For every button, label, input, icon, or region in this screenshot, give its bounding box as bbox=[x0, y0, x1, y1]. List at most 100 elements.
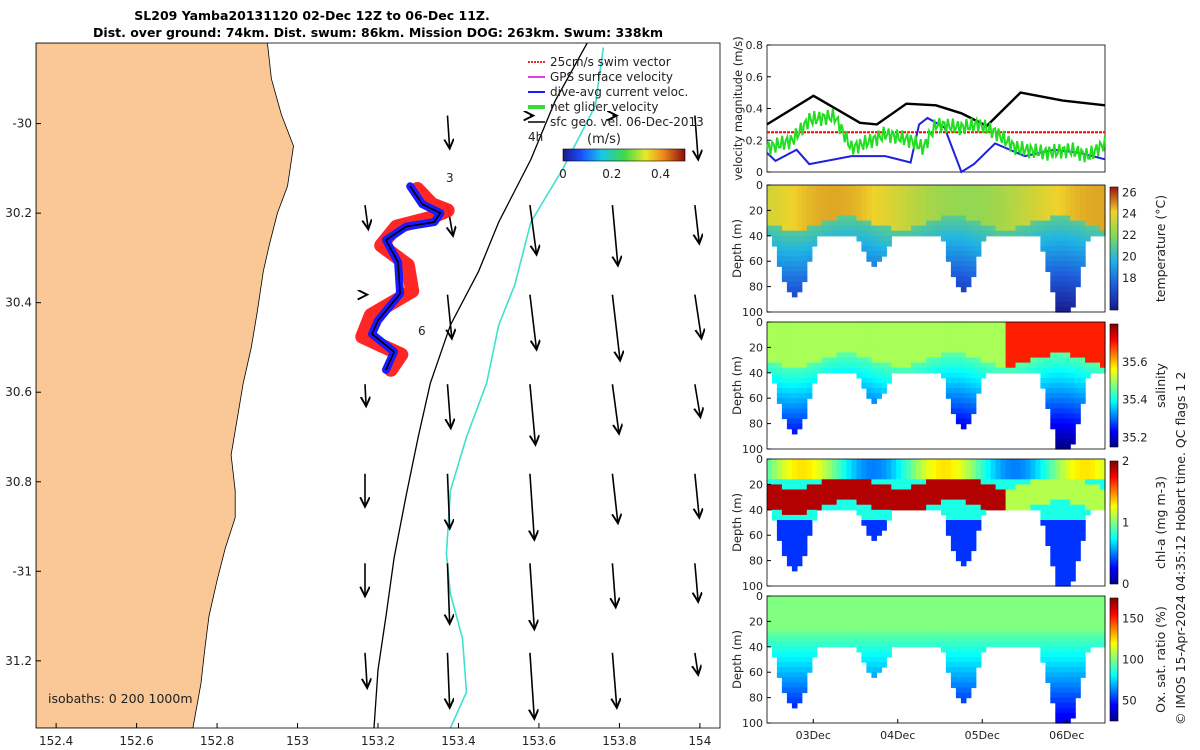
salinity-cell bbox=[906, 367, 912, 374]
temperature-cell bbox=[945, 240, 952, 247]
temperature-cell bbox=[881, 235, 887, 242]
temperature-cell bbox=[985, 230, 992, 237]
chla-cell bbox=[836, 504, 843, 511]
temperature-cell bbox=[876, 240, 882, 247]
temperature-cell bbox=[955, 281, 962, 288]
oxygen-cell bbox=[1055, 702, 1061, 709]
oxygen-cell bbox=[1010, 636, 1017, 643]
salinity-cell bbox=[1055, 342, 1061, 348]
chla-cell bbox=[786, 545, 793, 552]
salinity-cell bbox=[781, 383, 788, 389]
chla-cell bbox=[931, 474, 937, 480]
salinity-cell bbox=[1075, 403, 1081, 409]
chla-cell bbox=[916, 464, 922, 470]
oxygen-cell bbox=[796, 657, 803, 663]
salinity-cell bbox=[816, 342, 823, 348]
salinity-cell bbox=[1065, 423, 1071, 430]
oxygen-cell bbox=[1050, 596, 1056, 602]
chla-cell bbox=[1065, 469, 1071, 475]
oxygen-cell bbox=[811, 651, 818, 658]
chla-cell bbox=[1055, 484, 1061, 491]
oxygen-cell bbox=[1050, 601, 1056, 607]
temperature-cell bbox=[965, 235, 972, 242]
temperature-cell bbox=[796, 190, 803, 196]
chla-cell bbox=[1095, 464, 1101, 470]
oxygen-cell bbox=[955, 646, 962, 653]
oxygen-cell bbox=[1040, 657, 1046, 663]
chla-cell bbox=[945, 509, 952, 516]
temperature-cell bbox=[1060, 230, 1066, 237]
salinity-cell bbox=[791, 367, 798, 374]
oxygen-cell bbox=[965, 662, 972, 668]
temperature-cell bbox=[1055, 200, 1061, 206]
oxygen-cell bbox=[811, 616, 818, 622]
oxygen-cell bbox=[791, 601, 798, 607]
temperature-cell bbox=[960, 200, 967, 206]
oxygen-cell bbox=[796, 611, 803, 617]
oxygen-cell bbox=[1030, 636, 1036, 643]
temperature-cell bbox=[1095, 230, 1101, 237]
chla-cell bbox=[821, 479, 828, 485]
temperature-cell bbox=[995, 195, 1002, 201]
temperature-cell bbox=[960, 210, 967, 217]
salinity-cell bbox=[1060, 362, 1066, 369]
chla-cell bbox=[776, 474, 783, 480]
oxygen-cell bbox=[1055, 682, 1061, 689]
oxygen-cell bbox=[836, 596, 843, 602]
salinity-cell bbox=[886, 327, 892, 333]
salinity-cell bbox=[826, 337, 833, 343]
chla-cell bbox=[975, 459, 982, 465]
salinity-cell bbox=[861, 342, 867, 348]
chla-cell bbox=[955, 514, 962, 521]
temperature-cell bbox=[970, 251, 977, 257]
temperature-cell bbox=[950, 251, 957, 257]
oxygen-cell bbox=[970, 667, 977, 673]
chla-cell bbox=[1070, 530, 1076, 536]
temperature-cell bbox=[995, 205, 1002, 211]
salinity-cell bbox=[896, 332, 902, 338]
chla-cell bbox=[891, 504, 897, 511]
temperature-cell bbox=[960, 240, 967, 247]
oxygen-cell bbox=[955, 657, 962, 663]
chla-cell bbox=[1055, 509, 1061, 516]
salinity-cell bbox=[1025, 357, 1032, 364]
oxygen-cell bbox=[1080, 657, 1086, 663]
temperature-cell bbox=[866, 185, 872, 191]
salinity-cell bbox=[960, 403, 967, 409]
oxygen-cell bbox=[970, 631, 977, 638]
salinity-cell bbox=[1035, 362, 1041, 369]
oxygen-cell bbox=[1065, 601, 1071, 607]
chla-cell bbox=[975, 484, 982, 491]
salinity-cell bbox=[911, 347, 917, 354]
chla-cell bbox=[906, 494, 912, 501]
salinity-cell bbox=[896, 357, 902, 364]
chla-cell bbox=[856, 474, 863, 480]
chla-cell bbox=[846, 479, 853, 485]
oxygen-cell bbox=[1060, 631, 1066, 638]
temperature-cell bbox=[1005, 190, 1012, 196]
chla-cell bbox=[1060, 459, 1066, 465]
temperature-cell bbox=[796, 225, 803, 232]
salinity-cell bbox=[786, 322, 793, 328]
salinity-cell bbox=[1065, 413, 1071, 420]
temperature-cell bbox=[772, 190, 778, 196]
temperature-cell bbox=[871, 195, 877, 201]
chla-cell bbox=[1075, 459, 1081, 465]
oxygen-cell bbox=[1070, 636, 1076, 643]
chla-cell bbox=[1050, 545, 1056, 552]
salinity-cell bbox=[846, 322, 853, 328]
oxygen-cell bbox=[995, 626, 1002, 633]
oxygen-cell bbox=[786, 667, 793, 673]
salinity-cell bbox=[936, 322, 942, 328]
temperature-cell bbox=[791, 195, 798, 201]
temperature-cell bbox=[841, 205, 848, 211]
temperature-cell bbox=[1015, 220, 1022, 227]
chla-cell bbox=[801, 489, 808, 496]
temperature-cell bbox=[801, 256, 808, 262]
chla-cell bbox=[1030, 484, 1036, 491]
temperature-cell bbox=[891, 205, 897, 211]
temperature-cell bbox=[1100, 200, 1106, 206]
geo-vector-arrow bbox=[529, 205, 537, 255]
temperature-cell bbox=[896, 230, 902, 237]
salinity-cell bbox=[772, 347, 778, 354]
